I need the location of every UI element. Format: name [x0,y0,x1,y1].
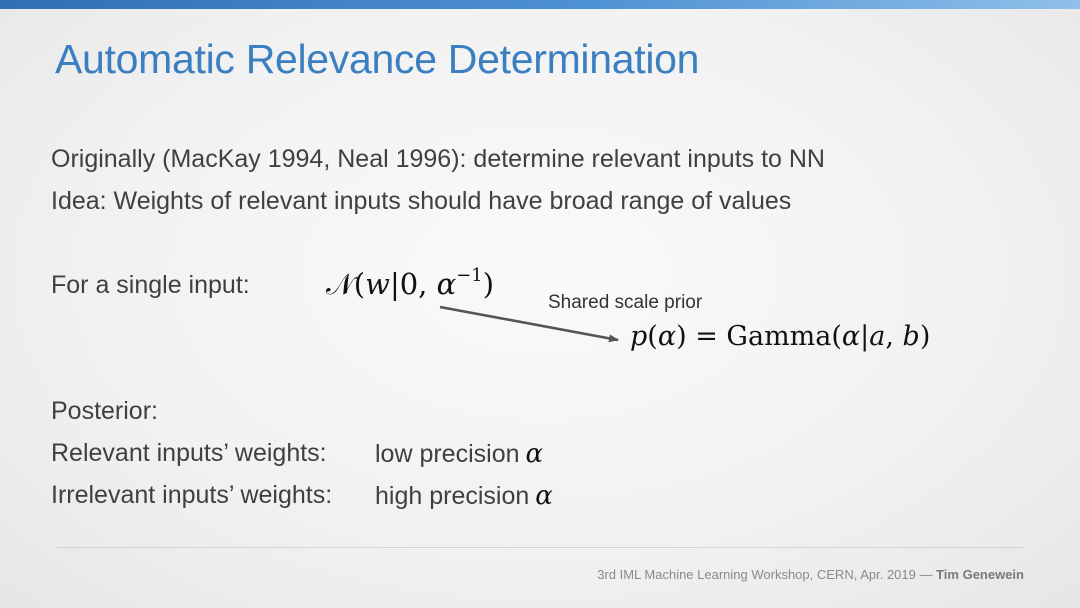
single-input-label: For a single input: [51,271,250,299]
relevant-weights-value: low precision α [375,439,543,469]
slide-title: Automatic Relevance Determination [55,36,700,82]
normal-prior-equation: 𝒩(w|0, α−1) [326,264,495,301]
shared-scale-prior-label: Shared scale prior [548,292,703,313]
relevant-precision-text: low precision [375,440,520,468]
posterior-heading: Posterior: [51,397,158,425]
footer-divider [57,547,1023,548]
footer: 3rd IML Machine Learning Workshop, CERN,… [597,567,1024,582]
footer-author: Tim Genewein [936,567,1024,582]
top-accent-bar [0,0,1080,9]
originally-line: Originally (MacKay 1994, Neal 1996): det… [51,145,825,173]
irrelevant-weights-label: Irrelevant inputs’ weights: [51,481,333,509]
footer-text: 3rd IML Machine Learning Workshop, CERN,… [597,567,937,582]
idea-line: Idea: Weights of relevant inputs should … [51,187,792,215]
irrelevant-precision-text: high precision [375,482,530,510]
alpha-symbol: α [535,481,553,511]
irrelevant-weights-value: high precision α [375,481,553,511]
alpha-symbol: α [525,439,544,469]
relevant-weights-label: Relevant inputs’ weights: [51,439,327,467]
gamma-prior-equation: p(α) = Gamma(α|a, b) [630,321,931,352]
